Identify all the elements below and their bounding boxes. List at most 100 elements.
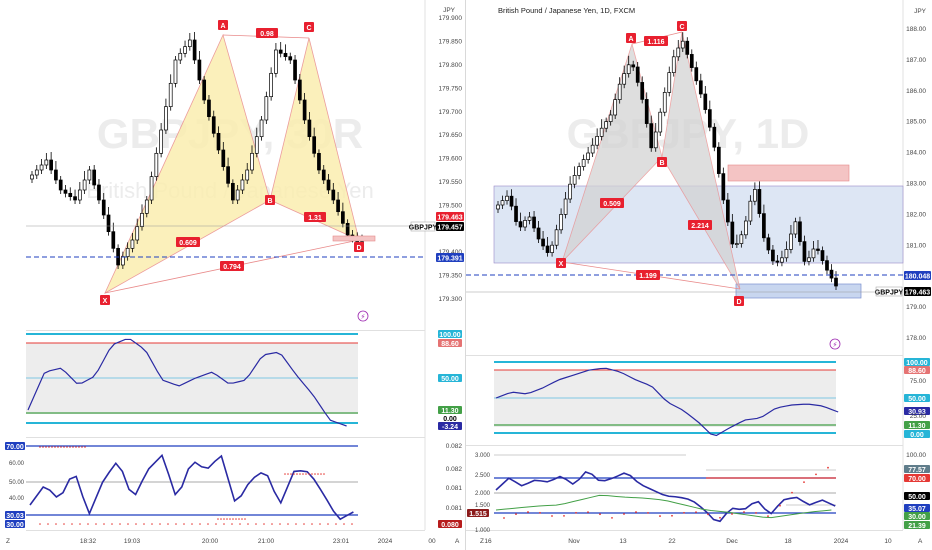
left-stoch-dot (81, 446, 83, 448)
left-candle (68, 192, 73, 198)
right-candle (703, 93, 708, 110)
left-stoch-dot (287, 473, 289, 475)
left-stoch-dot (55, 523, 57, 525)
left-symbol-tag-bg (411, 222, 435, 231)
right-stoch-line (495, 471, 836, 523)
left-stoch-dot (143, 523, 145, 525)
left-stoch-dot (72, 446, 74, 448)
left-ratio-xd-bg (220, 261, 244, 271)
left-point-a-bg (218, 20, 228, 30)
left-stoch-left-label: 30.00 (6, 522, 24, 529)
left-price-level: 179.391 (437, 256, 462, 263)
right-point-a-bg (626, 33, 636, 43)
left-price-tick: 179.850 (439, 39, 463, 46)
left-rsi-tick-bg (438, 414, 462, 422)
left-stoch-dot (57, 446, 59, 448)
left-candle (97, 184, 101, 201)
left-stoch-dot (335, 523, 337, 525)
left-stoch-dot (217, 518, 219, 520)
left-candle (106, 214, 111, 233)
left-stoch-tick: 0.082 (446, 443, 463, 450)
right-stoch-dot (767, 515, 769, 518)
right-candle (509, 195, 514, 207)
right-candle (784, 249, 789, 259)
right-rsi-tick: 25.00 (910, 413, 927, 420)
left-stoch-dot (51, 446, 53, 448)
right-candle (523, 220, 527, 228)
right-price-tick: 182.00 (906, 211, 926, 218)
right-ratio-xd: 1.199 (639, 273, 657, 280)
right-price-tick: 184.00 (906, 150, 926, 157)
left-rsi-tick: 0.00 (443, 416, 457, 423)
right-demand-box (735, 283, 862, 299)
left-rsi-tick-bg (438, 330, 462, 338)
right-candle (721, 173, 726, 201)
left-stoch-dot (241, 518, 243, 520)
right-candle (762, 213, 766, 239)
left-candle (173, 59, 178, 84)
left-stoch-dot (103, 523, 105, 525)
right-candle (698, 80, 703, 95)
left-stoch-dot (78, 446, 80, 448)
left-stoch-left-label: 70.00 (6, 444, 24, 451)
left-candle (216, 132, 221, 151)
left-candle (111, 231, 116, 249)
right-point-b: B (659, 160, 664, 167)
left-stoch-dot (127, 523, 129, 525)
right-candle (685, 40, 690, 55)
left-point-b: B (267, 198, 272, 205)
right-stoch-left-current: 1.515 (469, 511, 487, 518)
left-stoch-dot (244, 518, 246, 520)
left-point-c: C (306, 25, 311, 32)
left-candle (130, 239, 135, 249)
right-rsi-line (495, 367, 839, 437)
left-stoch-dot (199, 523, 201, 525)
right-time-label: Nov (568, 538, 580, 545)
left-prz-box (332, 235, 376, 242)
right-candle (550, 244, 554, 253)
right-time-label: 16 (484, 538, 492, 545)
left-stoch-dot (79, 523, 81, 525)
left-stoch-dot (239, 523, 241, 525)
right-stoch-tick-bg (904, 512, 930, 520)
right-stoch-tick: 77.57 (908, 467, 926, 474)
left-ratio-xb-bg (176, 237, 200, 247)
right-candle (802, 241, 807, 262)
right-candle (590, 144, 595, 154)
right-chart[interactable]: British Pound / Japanese Yen, 1D, FXCM GB… (466, 0, 932, 550)
right-candle (662, 92, 667, 113)
left-price-current: 179.463 (437, 215, 462, 222)
left-stoch-dot (232, 518, 234, 520)
left-price-tick: 179.700 (439, 109, 463, 116)
left-stoch-dot (75, 446, 77, 448)
right-candle (617, 83, 622, 100)
left-stoch-dot (343, 523, 345, 525)
right-point-x-bg (556, 258, 566, 268)
right-candle (798, 221, 802, 242)
left-candle (197, 59, 202, 81)
right-stoch-left-tick: 2.500 (475, 473, 491, 479)
left-stoch-dot (299, 473, 301, 475)
left-stoch-dot (111, 523, 113, 525)
left-stoch-tick: 0.081 (446, 505, 463, 512)
right-stoch-dot (599, 513, 601, 516)
right-candle (599, 127, 604, 137)
right-candle (563, 198, 568, 215)
right-candle (608, 114, 613, 122)
left-stoch-dot (319, 523, 321, 525)
left-stoch-dot (159, 523, 161, 525)
left-ratio-bd-bg (304, 212, 326, 222)
left-sep-2 (26, 437, 425, 438)
left-candle (87, 169, 92, 181)
left-stoch-left-label-bg (5, 520, 25, 528)
right-stoch-tick-bg (904, 504, 930, 512)
left-candle (154, 152, 159, 178)
left-symbol-tag: GBPJPY (409, 225, 438, 232)
left-stoch-dot (247, 523, 249, 525)
right-point-c-bg (677, 21, 687, 31)
right-candle (816, 248, 820, 251)
right-point-c: C (679, 24, 684, 31)
left-chart[interactable]: GBPJPY, 30RBritish Pound / Japanese YenJ… (0, 0, 465, 550)
right-candle (671, 56, 676, 73)
left-stoch-left-tick: 50.00 (9, 480, 25, 486)
